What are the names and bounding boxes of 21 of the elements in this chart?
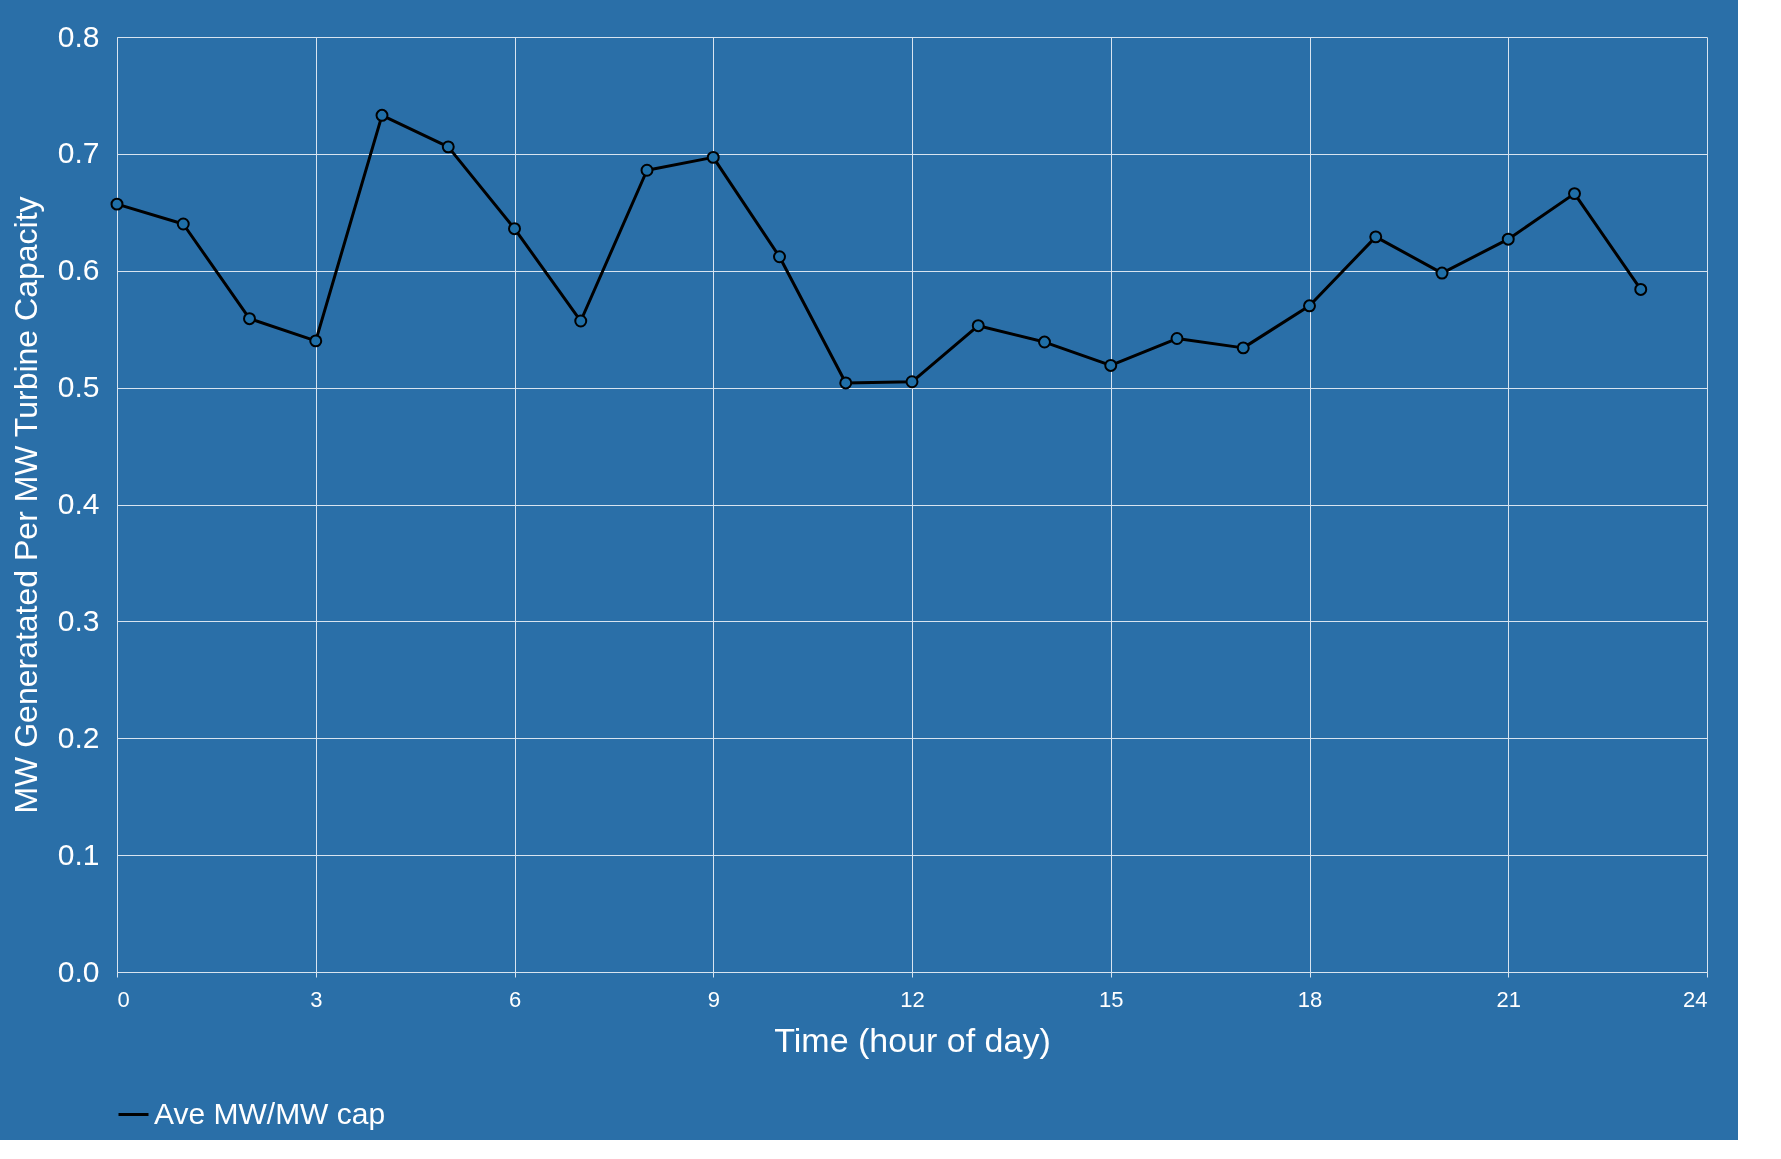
y-tick-label: 0.2 [57, 720, 100, 754]
y-tick-label: 0.5 [57, 370, 100, 404]
x-tick-label: 21 [1496, 986, 1521, 1012]
x-tick-label: 0 [117, 986, 130, 1012]
y-tick-label: 0.8 [57, 19, 100, 53]
y-tick-label: 0.1 [57, 837, 100, 871]
x-tick-label: 24 [1683, 986, 1708, 1012]
x-axis-title: Time (hour of day) [774, 1020, 1051, 1059]
x-tick-label: 3 [310, 986, 323, 1012]
y-tick-label: 0.7 [57, 136, 100, 170]
legend-label: Ave MW/MW cap [154, 1096, 386, 1130]
x-tick-label: 15 [1099, 986, 1124, 1012]
x-tick-label: 6 [508, 986, 522, 1012]
y-tick-label: 0.6 [57, 253, 100, 287]
x-tick-label: 9 [707, 986, 720, 1012]
y-tick-label: 0.3 [57, 603, 100, 637]
x-tick-label: 18 [1297, 986, 1323, 1012]
y-axis-title: MW Generatated Per MW Turbine Capacity [7, 196, 44, 814]
y-tick-label: 0.0 [57, 954, 100, 988]
x-tick-label: 12 [900, 986, 925, 1012]
y-tick-label: 0.4 [57, 487, 100, 520]
